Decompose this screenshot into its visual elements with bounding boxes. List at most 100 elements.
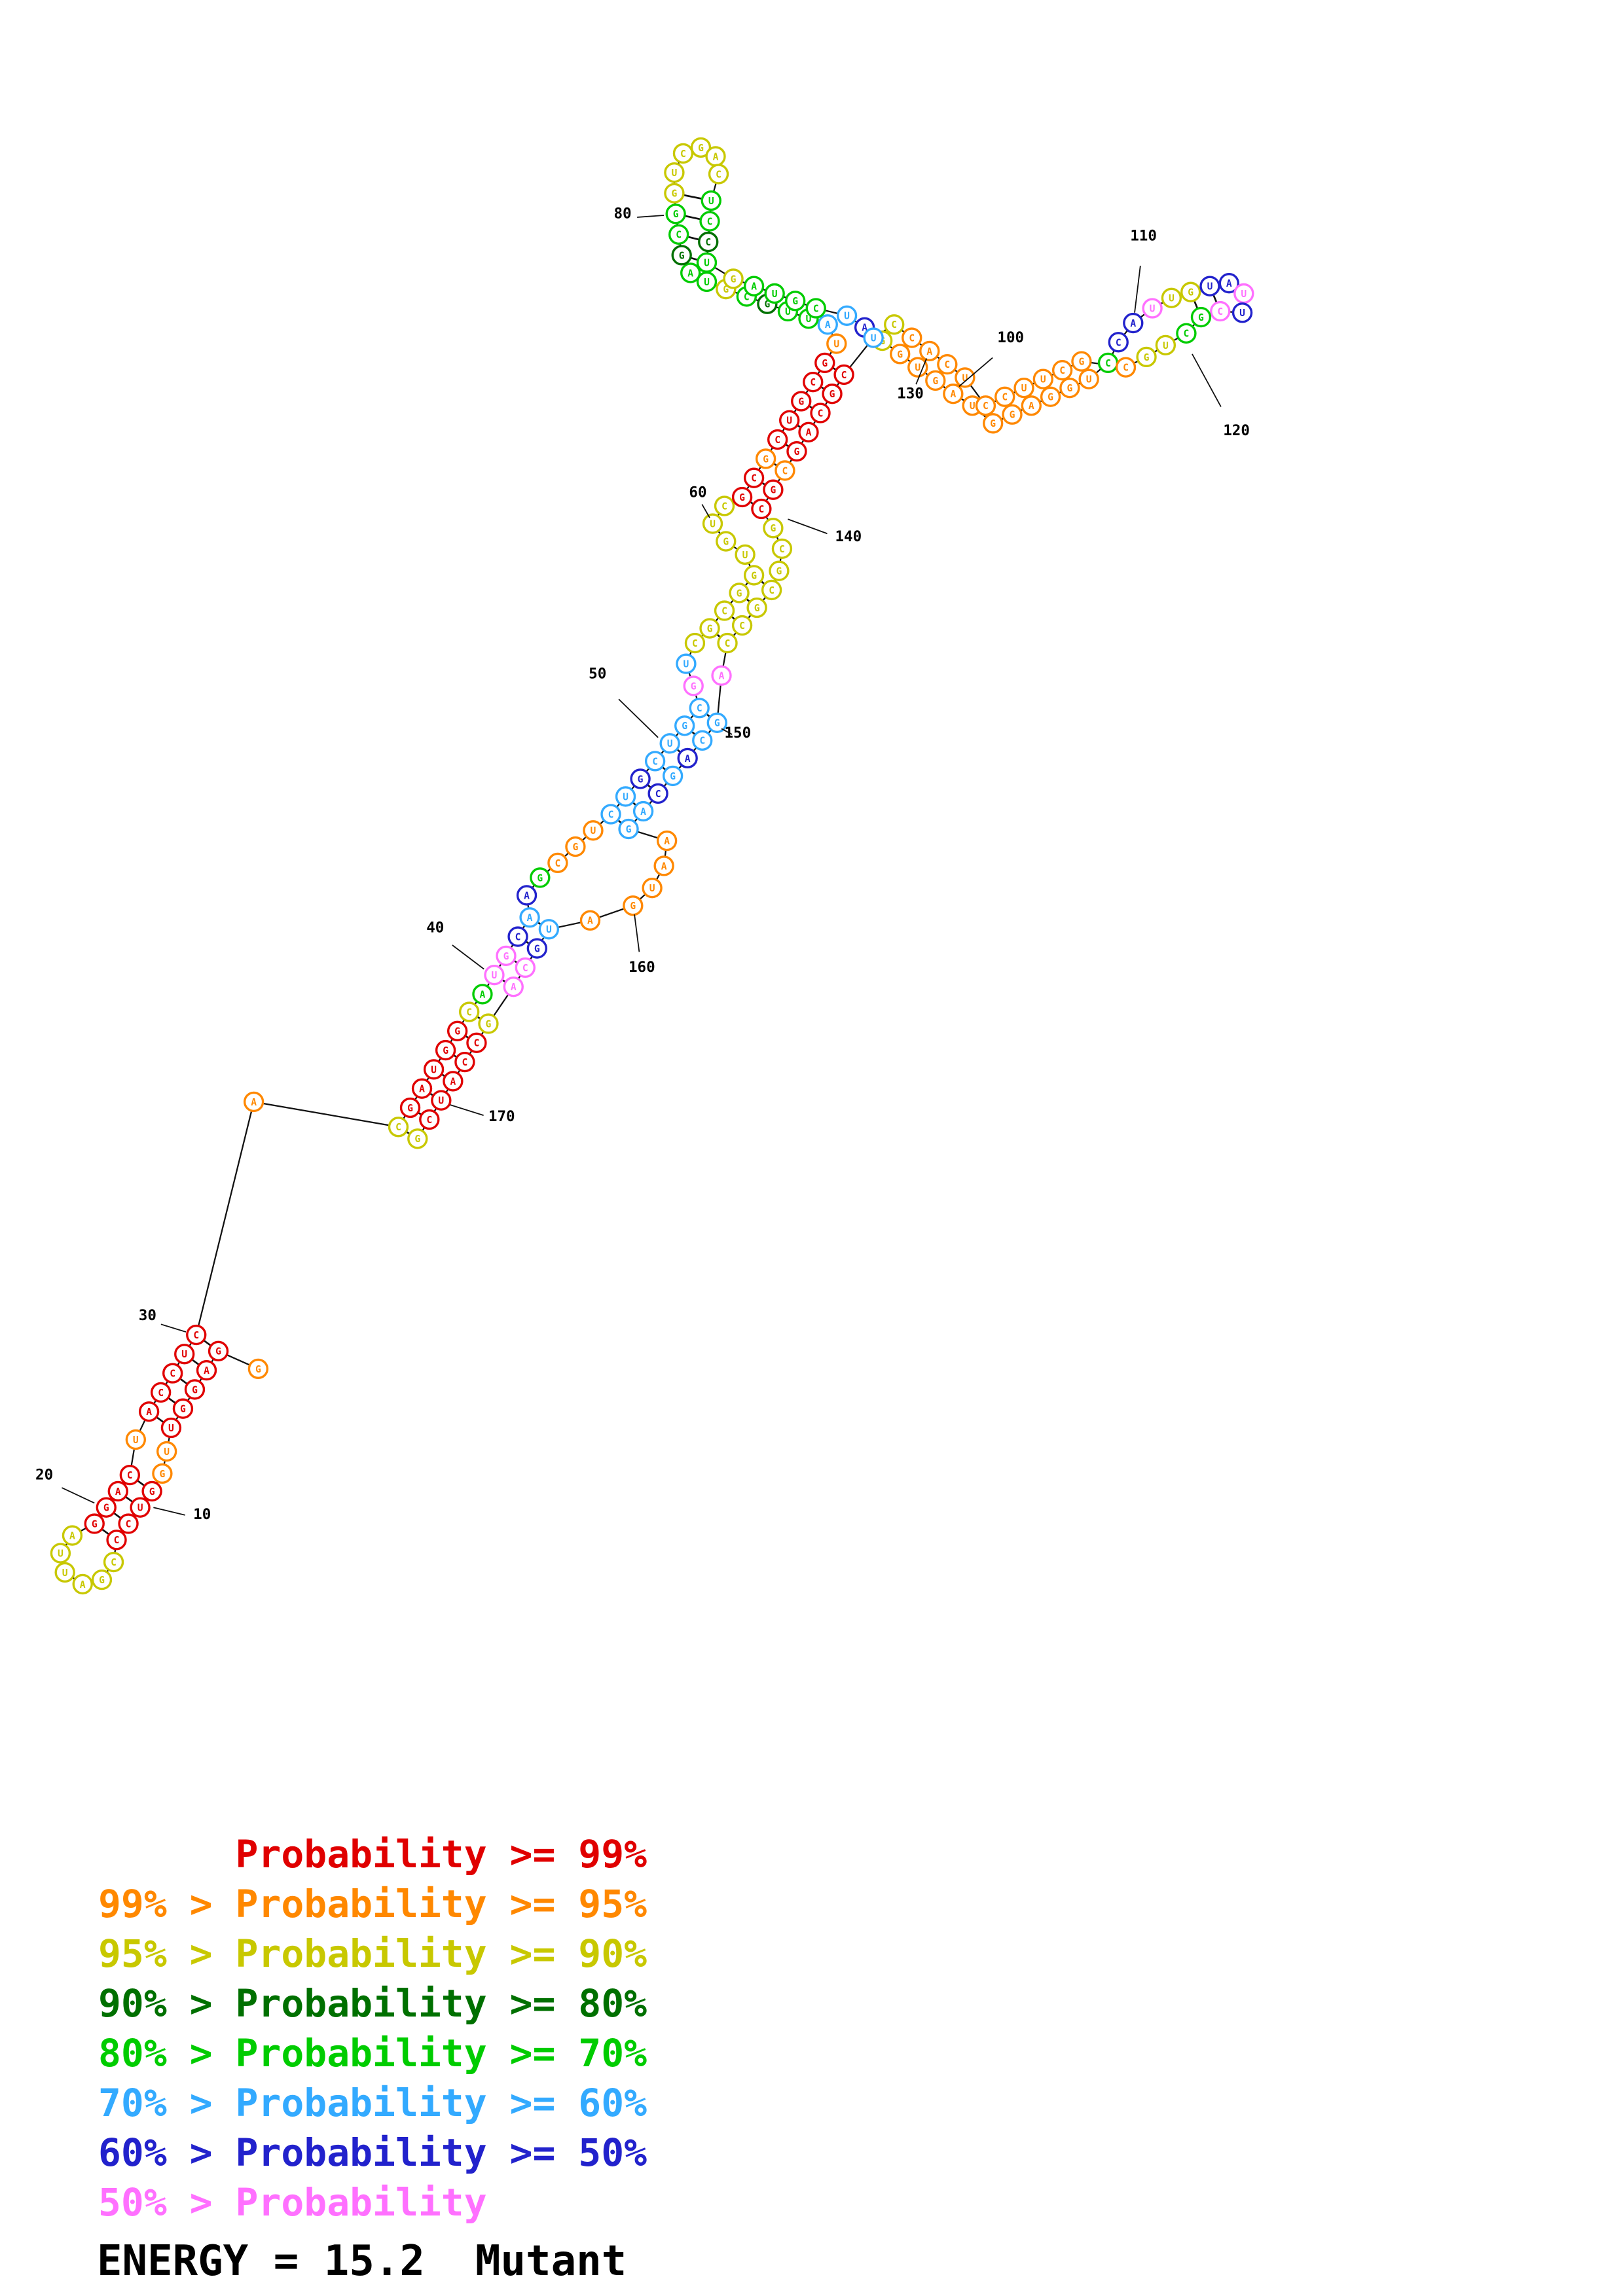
nucleotide-letter: U [62, 1568, 68, 1579]
nucleotide-26: C [162, 1363, 183, 1384]
nucleotide-letter: U [1086, 374, 1092, 386]
position-label-pointer [637, 215, 665, 218]
nucleotide-letter: C [813, 303, 819, 314]
nucleotide-73: U [826, 333, 847, 354]
nucleotide-144: C [810, 403, 831, 423]
nucleotide-letter: A [926, 346, 932, 357]
nucleotide-letter: G [180, 1404, 186, 1415]
nucleotide-circle [458, 1001, 480, 1022]
nucleotide-39: G [496, 945, 517, 967]
position-label-pointer [915, 358, 928, 385]
nucleotide-circle [653, 855, 674, 876]
nucleotide-letter: G [407, 1103, 413, 1114]
nucleotide-145: A [798, 422, 819, 442]
position-label: 170 [488, 1108, 515, 1125]
nucleotide-68: C [767, 429, 788, 450]
legend-item-p80: 90% > Probability >= 80% [98, 1981, 647, 2026]
nucleotide-letter: G [573, 842, 579, 853]
nucleotide-letter: C [1002, 392, 1008, 403]
position-label: 130 [897, 385, 924, 402]
nucleotide-circle [822, 384, 843, 404]
nucleotide-circle [600, 804, 621, 825]
nucleotide-150: G [763, 518, 784, 539]
nucleotide-58: C [714, 600, 735, 621]
nucleotide-circle [902, 327, 922, 348]
nucleotide-circle [138, 1401, 160, 1422]
nucleotide-89: A [705, 146, 726, 167]
nucleotide-circle [162, 1363, 183, 1384]
nucleotide-letter: U [806, 314, 812, 325]
nucleotide-circle [706, 712, 727, 733]
nucleotide-letter: G [990, 418, 996, 429]
nucleotide-circle [647, 783, 668, 804]
nucleotide-circle [579, 910, 601, 931]
nucleotide-165: A [656, 830, 678, 852]
nucleotide-circle [1040, 386, 1061, 407]
nucleotide-circle [399, 1097, 421, 1119]
nucleotide-131: C [1051, 359, 1073, 381]
position-label: 150 [724, 725, 751, 742]
nucleotide-82: G [671, 245, 692, 266]
nucleotide-circle [565, 836, 586, 857]
nucleotide-circle [714, 600, 735, 621]
nucleotide-circle [711, 665, 732, 686]
nucleotide-letter: G [770, 485, 776, 496]
nucleotide-circle [763, 518, 784, 539]
nucleotide-circle [1176, 323, 1197, 344]
nucleotide-circle [174, 1344, 195, 1365]
nucleotide-circle [743, 276, 765, 296]
nucleotide-letter: C [474, 1038, 480, 1049]
nucleotide-circle [664, 162, 685, 183]
nucleotide-letter: C [744, 291, 750, 302]
nucleotide-circle [1021, 395, 1042, 416]
position-label: 160 [629, 959, 655, 976]
nucleotide-circle [689, 698, 710, 719]
nucleotide-173: A [503, 977, 524, 997]
position-label: 40 [426, 919, 444, 936]
nucleotide-letter: U [133, 1435, 139, 1446]
nucleotide-letter: A [687, 268, 693, 279]
nucleotide-circle [530, 867, 551, 888]
nucleotide-7: U [156, 1441, 177, 1462]
position-label-pointer [788, 518, 828, 535]
nucleotide-112: G [1059, 378, 1080, 399]
nucleotide-circle [1013, 378, 1034, 399]
nucleotide-letter: U [708, 196, 714, 207]
nucleotide-151: C [771, 538, 793, 560]
nucleotide-90: C [708, 164, 729, 185]
nucleotide-circle [1108, 332, 1129, 353]
nucleotide-letter: U [431, 1064, 437, 1075]
nucleotide-letter: G [897, 349, 903, 360]
nucleotide-letter: A [419, 1084, 425, 1095]
nucleotide-96: A [743, 276, 765, 296]
nucleotide-letter: C [462, 1057, 467, 1068]
nucleotide-circle [1155, 334, 1176, 356]
nucleotide-8: G [152, 1463, 173, 1484]
nucleotide-12: C [106, 1530, 127, 1551]
nucleotide-circle [836, 305, 858, 326]
nucleotide-circle [1059, 378, 1080, 399]
nucleotide-letter: G [1079, 357, 1085, 368]
nucleotide-letter: G [103, 1503, 109, 1514]
nucleotide-129: C [1115, 357, 1137, 378]
nucleotide-letter: G [737, 588, 742, 599]
nucleotide-circle [503, 977, 524, 997]
nucleotide-circle [208, 1340, 229, 1361]
position-label-pointer [153, 1507, 185, 1516]
nucleotide-circle [994, 386, 1015, 407]
nucleotide-letter: G [691, 681, 697, 692]
nucleotide-143: G [822, 384, 843, 404]
nucleotide-circle [863, 327, 884, 348]
nucleotide-circle [1078, 368, 1099, 389]
nucleotide-letter: G [682, 721, 687, 732]
nucleotide-160: A [677, 747, 698, 769]
nucleotide-letter: G [731, 274, 737, 285]
nucleotide-27: U [174, 1344, 195, 1365]
nucleotide-circle [814, 352, 835, 374]
nucleotide-4: G [184, 1379, 206, 1400]
nucleotide-circle [118, 1513, 139, 1534]
nucleotide-circle [692, 730, 713, 751]
nucleotide-letter: G [1010, 410, 1015, 421]
position-label: 30 [139, 1307, 156, 1324]
nucleotide-circle [684, 632, 706, 654]
